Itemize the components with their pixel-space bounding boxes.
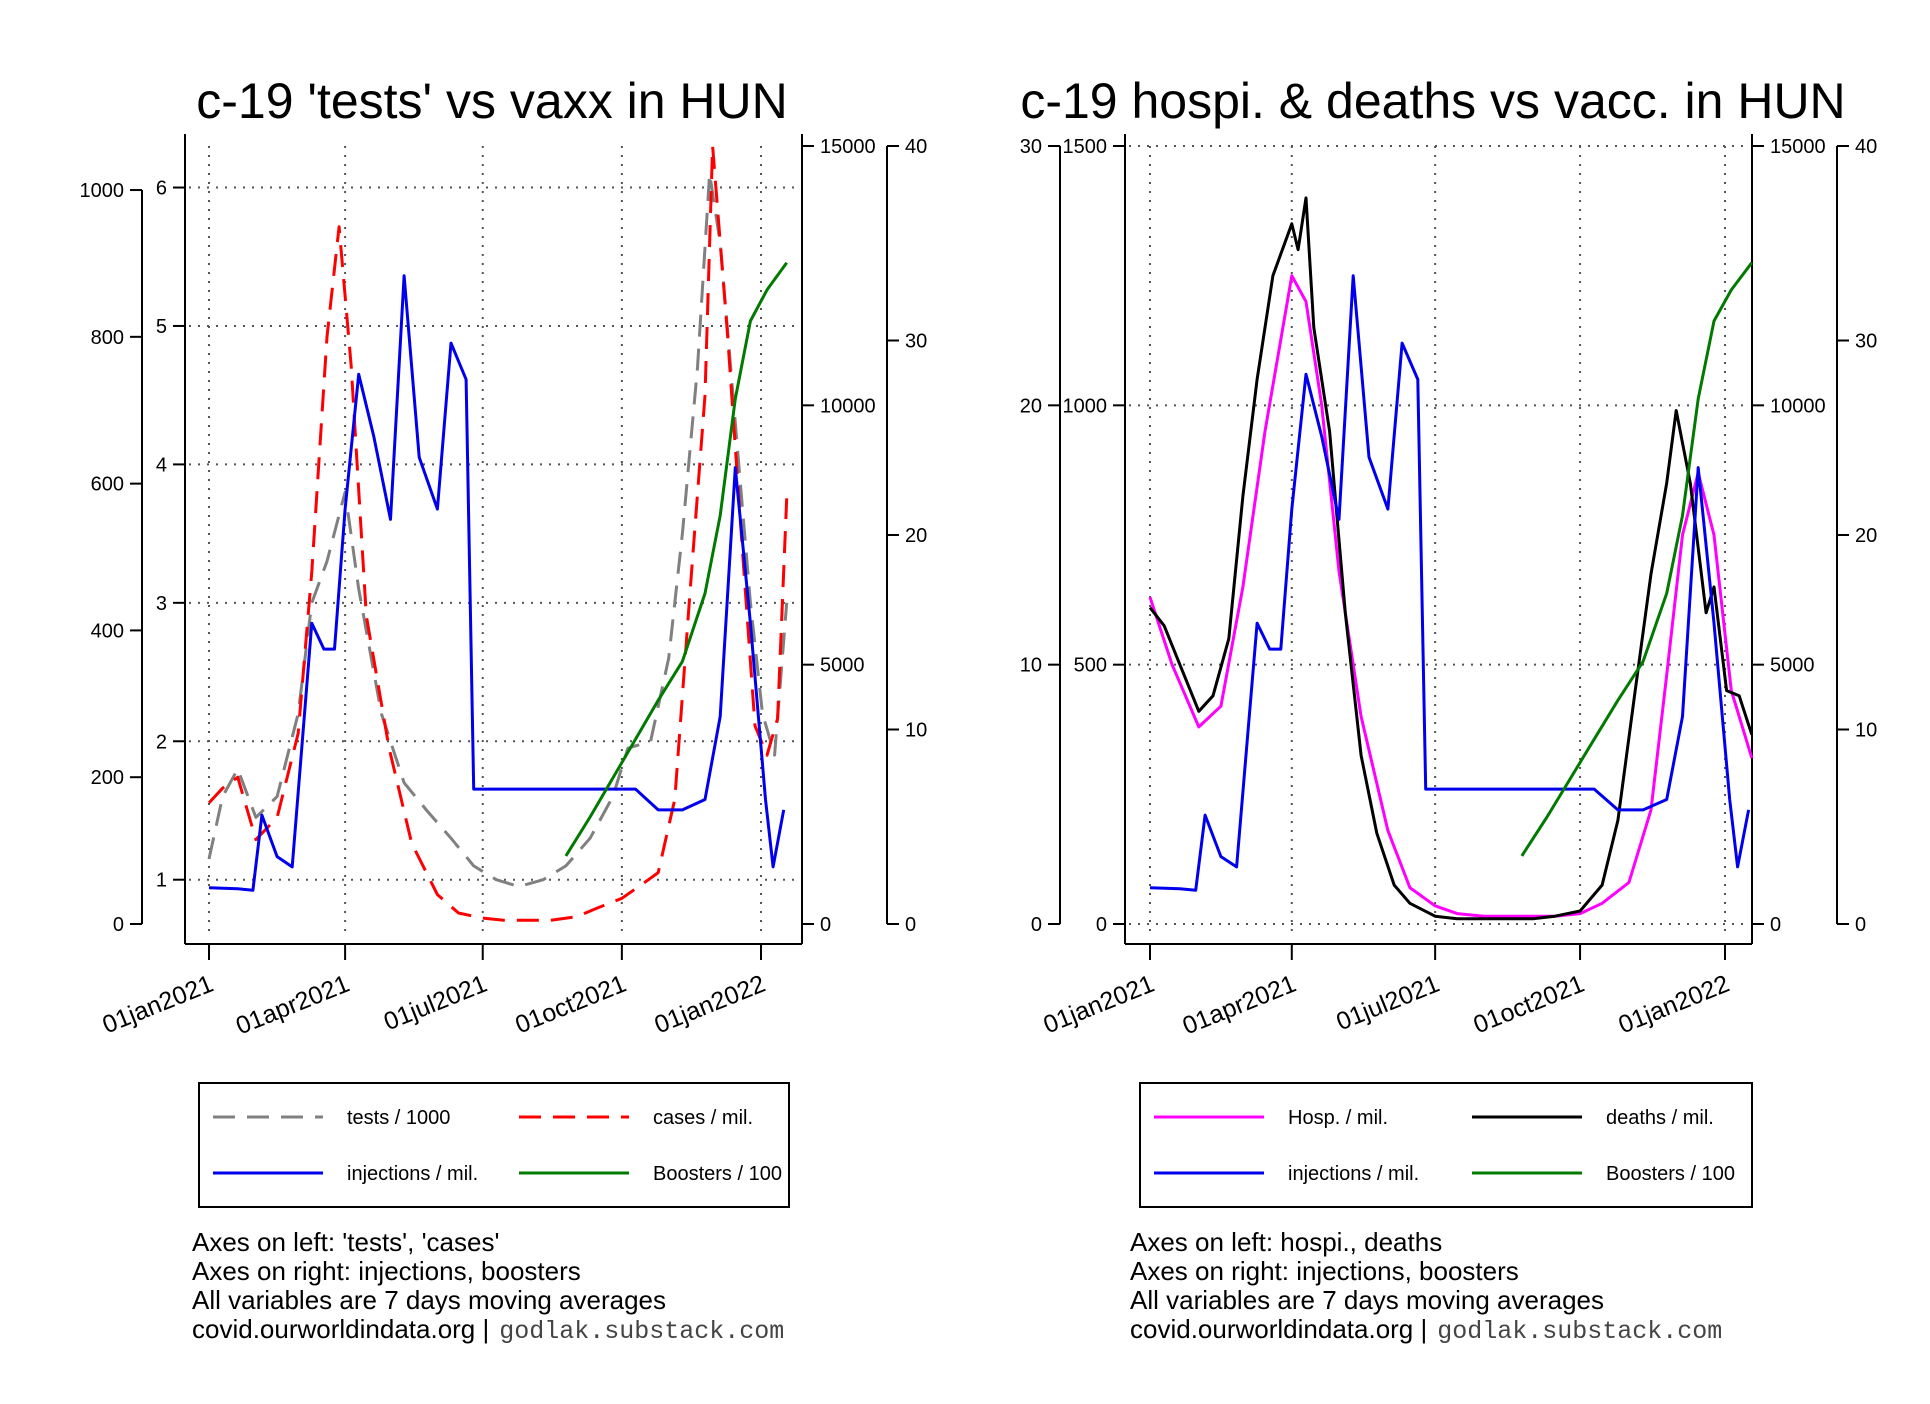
y-tick-label: 30 bbox=[1855, 331, 1877, 353]
series-line-deaths-mil bbox=[1148, 196, 1754, 921]
legend-box bbox=[1139, 1082, 1753, 1208]
y-tick-label: 800 bbox=[91, 327, 124, 349]
x-tick-label: 01oct2021 bbox=[511, 970, 630, 1040]
y-tick-label: 500 bbox=[1074, 655, 1107, 677]
y-tick-label: 5 bbox=[156, 316, 167, 338]
y-tick-label: 0 bbox=[113, 914, 124, 936]
legend-box bbox=[198, 1082, 790, 1208]
series-line-injections-mil bbox=[208, 274, 786, 892]
note-line-3: All variables are 7 days moving averages bbox=[192, 1285, 667, 1315]
legend-label: injections / mil. bbox=[1288, 1163, 1419, 1185]
x-tick-label: 01jul2021 bbox=[380, 970, 491, 1037]
y-tick-label: 10000 bbox=[820, 395, 876, 417]
y-tick-label: 1000 bbox=[80, 180, 125, 202]
y-tick-label: 5000 bbox=[820, 655, 865, 677]
x-tick-label: 01jan2021 bbox=[98, 970, 217, 1040]
note-source: covid.ourworldindata.org | bbox=[192, 1314, 490, 1344]
y-tick-label: 0 bbox=[1031, 914, 1042, 936]
note-author: godlak.substack.com bbox=[499, 1317, 785, 1346]
series-line-boosters-100 bbox=[1520, 261, 1753, 857]
y-tick-label: 10 bbox=[1020, 655, 1042, 677]
note-line-1: Axes on left: hospi., deaths bbox=[1130, 1227, 1443, 1257]
legend-label: injections / mil. bbox=[347, 1163, 478, 1185]
y-tick-label: 4 bbox=[156, 454, 167, 476]
y-tick-label: 10000 bbox=[1770, 395, 1826, 417]
y-tick-label: 30 bbox=[905, 331, 927, 353]
y-tick-label: 5000 bbox=[1770, 655, 1815, 677]
y-tick-label: 0 bbox=[905, 914, 916, 936]
y-tick-label: 0 bbox=[820, 914, 831, 936]
note-source: covid.ourworldindata.org | bbox=[1130, 1314, 1428, 1344]
note-line-source: covid.ourworldindata.org | godlak.substac… bbox=[1130, 1314, 1723, 1347]
note-line-2: Axes on right: injections, boosters bbox=[192, 1256, 581, 1286]
y-tick-label: 20 bbox=[905, 525, 927, 547]
x-tick-label: 01jan2022 bbox=[1614, 970, 1733, 1040]
y-tick-label: 1000 bbox=[1063, 395, 1108, 417]
y-tick-label: 2 bbox=[156, 731, 167, 753]
y-tick-label: 200 bbox=[91, 767, 124, 789]
series-line-hosp-mil bbox=[1148, 274, 1754, 918]
note-author: godlak.substack.com bbox=[1437, 1317, 1723, 1346]
y-tick-label: 20 bbox=[1855, 525, 1877, 547]
legend-label: Boosters / 100 bbox=[653, 1163, 782, 1185]
note-line-1: Axes on left: 'tests', 'cases' bbox=[192, 1227, 500, 1257]
y-tick-label: 0 bbox=[1770, 914, 1781, 936]
y-tick-label: 400 bbox=[91, 620, 124, 642]
y-tick-label: 10 bbox=[905, 720, 927, 742]
chart-title: c-19 hospi. & deaths vs vacc. in HUN bbox=[1020, 73, 1845, 129]
y-tick-label: 0 bbox=[1096, 914, 1107, 936]
y-tick-label: 6 bbox=[156, 178, 167, 200]
y-tick-label: 10 bbox=[1855, 720, 1877, 742]
y-tick-label: 3 bbox=[156, 593, 167, 615]
notes-right: Axes on left: hospi., deaths Axes on rig… bbox=[1130, 1227, 1723, 1347]
notes-left: Axes on left: 'tests', 'cases' Axes on r… bbox=[192, 1227, 785, 1347]
note-line-source: covid.ourworldindata.org | godlak.substac… bbox=[192, 1314, 785, 1347]
legend-label: deaths / mil. bbox=[1606, 1107, 1714, 1129]
y-tick-label: 600 bbox=[91, 474, 124, 496]
x-tick-label: 01oct2021 bbox=[1470, 970, 1589, 1040]
legend-label: Hosp. / mil. bbox=[1288, 1107, 1388, 1129]
y-tick-label: 20 bbox=[1020, 395, 1042, 417]
series-line-injections-mil bbox=[1149, 274, 1751, 892]
series-line-tests-1000 bbox=[207, 172, 789, 889]
chart-title: c-19 'tests' vs vaxx in HUN bbox=[196, 73, 787, 129]
chart-hospi-deaths: c-19 hospi. & deaths vs vacc. in HUN 01ja… bbox=[1020, 73, 1877, 1208]
y-tick-label: 1500 bbox=[1063, 136, 1108, 158]
x-tick-label: 01apr2021 bbox=[232, 970, 353, 1041]
y-tick-label: 0 bbox=[1855, 914, 1866, 936]
y-tick-label: 1 bbox=[156, 870, 167, 892]
y-tick-label: 30 bbox=[1020, 136, 1042, 158]
y-tick-label: 15000 bbox=[1770, 136, 1826, 158]
y-tick-label: 40 bbox=[905, 136, 927, 158]
series-line-boosters-100 bbox=[564, 261, 788, 857]
legend-label: Boosters / 100 bbox=[1606, 1163, 1735, 1185]
legend-label: cases / mil. bbox=[653, 1107, 753, 1129]
y-tick-label: 40 bbox=[1855, 136, 1877, 158]
note-line-2: Axes on right: injections, boosters bbox=[1130, 1256, 1519, 1286]
legend-label: tests / 1000 bbox=[347, 1107, 450, 1129]
x-tick-label: 01jul2021 bbox=[1332, 970, 1443, 1037]
x-tick-label: 01apr2021 bbox=[1179, 970, 1300, 1041]
x-tick-label: 01jan2021 bbox=[1039, 970, 1158, 1040]
series-line-cases-mil bbox=[207, 144, 789, 922]
x-tick-label: 01jan2022 bbox=[650, 970, 769, 1040]
y-tick-label: 15000 bbox=[820, 136, 876, 158]
note-line-3: All variables are 7 days moving averages bbox=[1130, 1285, 1605, 1315]
chart-tests-vs-vaxx: c-19 'tests' vs vaxx in HUN 01jan2021 01ap… bbox=[80, 73, 927, 1208]
